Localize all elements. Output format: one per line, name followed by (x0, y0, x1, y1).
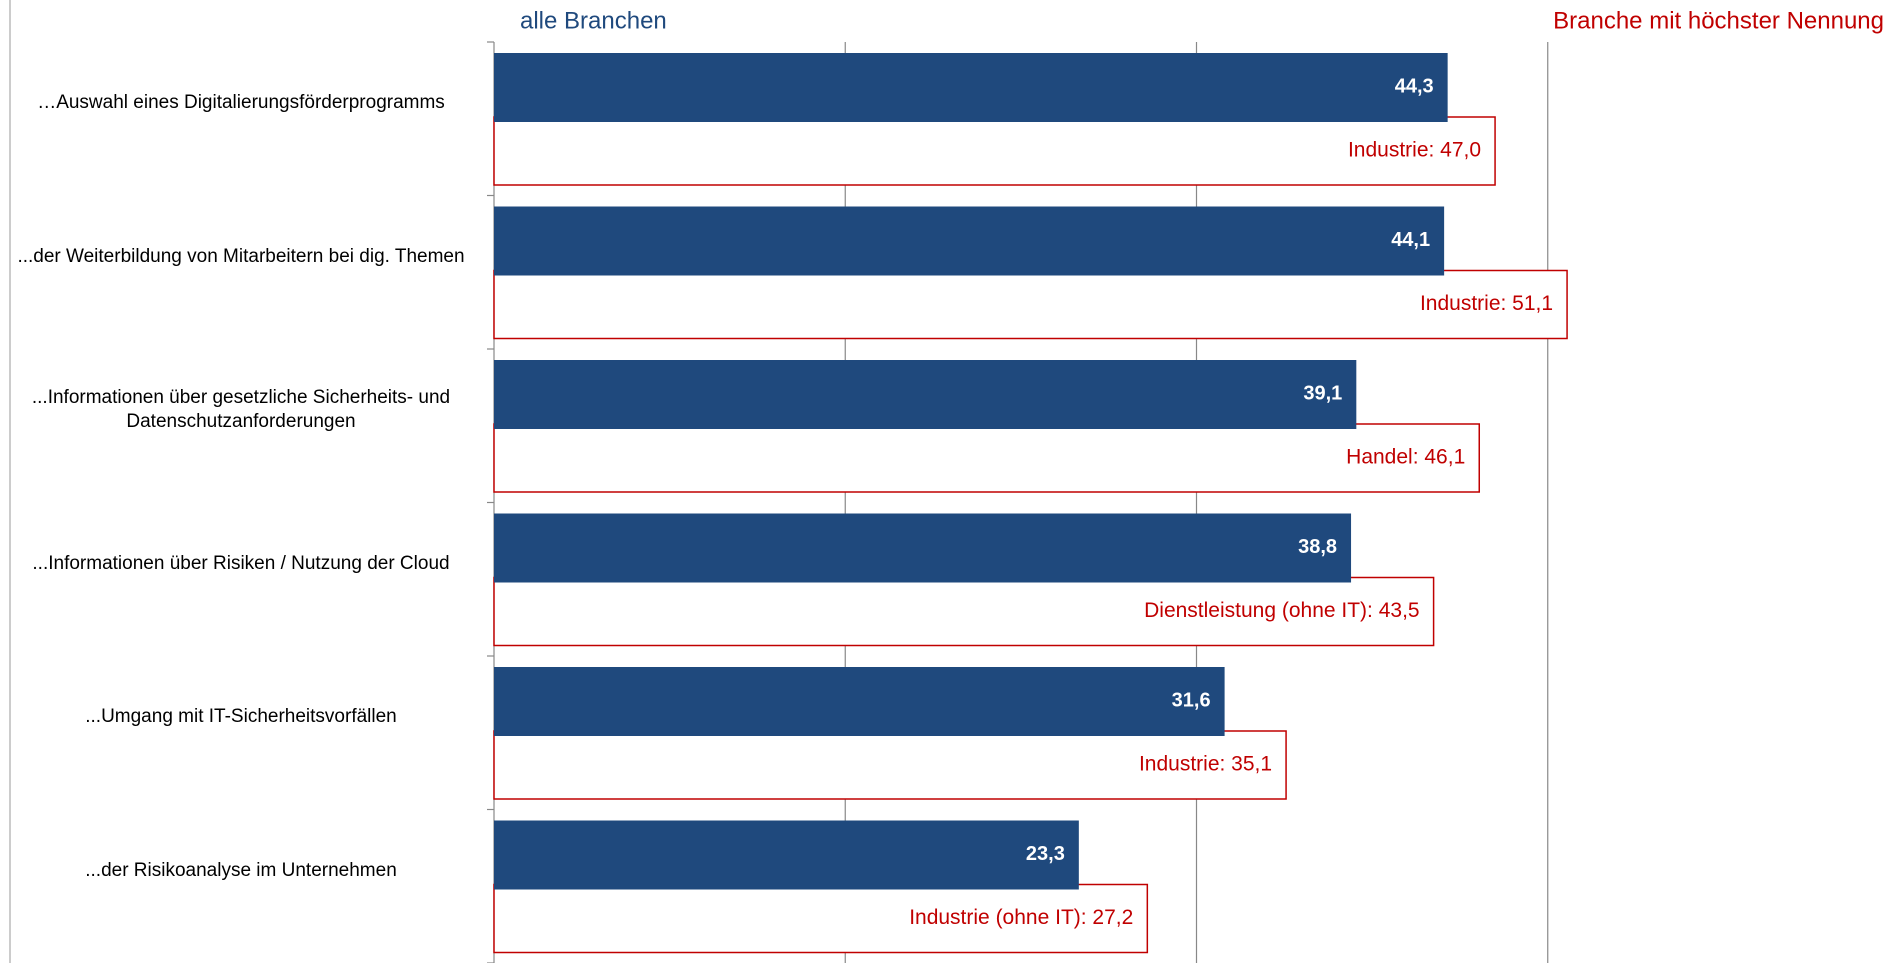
category-label: ...Umgang mit IT-Sicherheitsvorfällen (85, 706, 397, 728)
data-label: Dienstleistung (ohne IT): 43,5 (1144, 599, 1419, 622)
category-label: …Auswahl eines Digitalierungsförderprogr… (37, 92, 445, 114)
bar (494, 667, 1225, 736)
bar (493, 269, 1568, 340)
data-label: 31,6 (1172, 689, 1211, 711)
data-label: 38,8 (1298, 536, 1337, 558)
category-label: ...der Risikoanalyse im Unternehmen (85, 859, 397, 881)
category-label: ...der Weiterbildung von Mitarbeitern be… (17, 245, 465, 267)
data-label: 44,3 (1395, 75, 1434, 97)
data-label: Industrie: 47,0 (1348, 139, 1481, 162)
legend-label: Branche mit höchster Nennung (1553, 7, 1884, 34)
bar (493, 576, 1435, 647)
legend-label: alle Branchen (520, 7, 667, 34)
bar (493, 423, 1481, 493)
bar (494, 360, 1357, 429)
data-label: Industrie: 35,1 (1139, 753, 1272, 776)
bar (494, 513, 1352, 583)
data-label: Industrie: 51,1 (1420, 292, 1553, 315)
data-label: Handel: 46,1 (1346, 446, 1465, 469)
category-label: ...Informationen über Risiken / Nutzung … (32, 552, 450, 574)
data-label: 44,1 (1391, 229, 1430, 251)
bar (494, 820, 1079, 890)
category-label: ...Informationen über gesetzliche Sicher… (31, 386, 451, 433)
bar (493, 883, 1149, 954)
bar (493, 730, 1287, 800)
bar (493, 116, 1496, 186)
bar (494, 206, 1445, 276)
bar (494, 53, 1448, 122)
data-label: 23,3 (1026, 843, 1065, 865)
data-label: Industrie (ohne IT): 27,2 (909, 906, 1133, 929)
data-label: 39,1 (1303, 382, 1342, 404)
